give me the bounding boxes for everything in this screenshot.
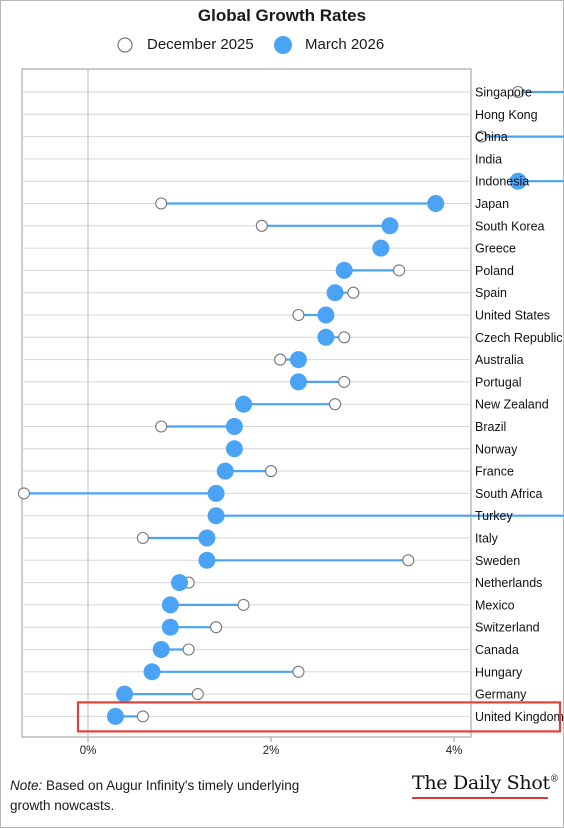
point-december-2025-australia [274, 353, 287, 366]
point-december-2025-united-states [292, 308, 305, 322]
point-march-2026-united-states [317, 306, 335, 324]
chart-title: Global Growth Rates [197, 6, 367, 25]
category-label-portugal: Portugal [475, 375, 522, 389]
category-label-greece: Greece [475, 242, 516, 256]
category-label-china: China [475, 130, 508, 144]
point-december-2025-germany [191, 688, 204, 701]
point-december-2025-south-africa [17, 487, 31, 500]
category-label-poland: Poland [475, 264, 514, 278]
point-march-2026-spain [326, 284, 344, 302]
x-tick-label-4: 4% [446, 745, 463, 757]
point-december-2025-poland [393, 264, 406, 277]
category-label-new-zealand: New Zealand [475, 398, 549, 412]
point-march-2026-canada [152, 641, 170, 658]
category-label-czech-republic: Czech Republic [475, 331, 563, 345]
brand-underline [412, 797, 548, 799]
point-march-2026-czech-republic [317, 328, 335, 346]
point-march-2026-portugal [289, 373, 307, 391]
category-label-united-states: United States [475, 309, 550, 323]
category-label-singapore: Singapore [475, 86, 532, 100]
point-december-2025-united-kingdom [136, 710, 149, 723]
point-march-2026-south-africa [207, 484, 225, 502]
point-december-2025-new-zealand [328, 398, 342, 411]
point-march-2026-hungary [143, 663, 161, 681]
point-march-2026-australia [289, 351, 307, 369]
point-march-2026-france [216, 462, 234, 480]
footnote-label: Note: [10, 778, 43, 793]
category-label-canada: Canada [475, 643, 519, 657]
footnote-text: Based on Augur Infinity's timely underly… [10, 778, 300, 813]
point-december-2025-mexico [237, 598, 250, 611]
brand-name: The Daily Shot [412, 772, 550, 794]
brand-mark: ® [549, 774, 559, 785]
category-label-turkey: Turkey [475, 509, 513, 523]
point-march-2026-greece [372, 239, 390, 257]
point-march-2026-japan [427, 195, 445, 212]
category-label-south-africa: South Africa [475, 487, 542, 501]
legend-marker-march-2026 [274, 36, 292, 54]
category-label-hong-kong: Hong Kong [475, 108, 538, 122]
x-tick-label-2: 2% [263, 745, 280, 757]
point-march-2026-new-zealand [235, 395, 253, 413]
category-label-switzerland: Switzerland [475, 621, 540, 635]
point-december-2025-czech-republic [338, 331, 351, 344]
legend-label-march-2026: March 2026 [305, 36, 385, 53]
category-label-france: France [475, 465, 514, 479]
category-label-netherlands: Netherlands [475, 576, 542, 590]
point-december-2025-france [264, 465, 278, 478]
point-december-2025-sweden [402, 554, 415, 567]
x-tick-label-0: 0% [80, 745, 97, 757]
category-label-sweden: Sweden [475, 554, 520, 568]
point-march-2026-south-korea [381, 217, 399, 235]
point-december-2025-brazil [155, 420, 168, 433]
plot-area [21, 68, 472, 738]
category-label-india: India [475, 152, 502, 166]
point-march-2026-norway [225, 440, 243, 458]
category-label-united-kingdom: United Kingdom [475, 710, 564, 724]
point-march-2026-switzerland [161, 618, 179, 636]
point-december-2025-spain [347, 286, 360, 299]
category-label-germany: Germany [475, 688, 527, 702]
brand-logo: The Daily Shot® [412, 772, 559, 794]
category-label-italy: Italy [475, 532, 499, 546]
point-march-2026-turkey [207, 507, 225, 525]
point-march-2026-mexico [161, 596, 179, 614]
category-label-mexico: Mexico [475, 598, 515, 612]
point-march-2026-sweden [198, 551, 216, 569]
point-march-2026-netherlands [171, 574, 188, 592]
point-march-2026-brazil [225, 418, 243, 435]
point-march-2026-italy [198, 529, 216, 547]
legend-label-december-2025: December 2025 [147, 36, 254, 53]
point-december-2025-italy [136, 531, 149, 545]
point-december-2025-japan [155, 197, 168, 210]
point-march-2026-indonesia [509, 172, 527, 190]
point-march-2026-germany [116, 685, 134, 703]
category-label-norway: Norway [475, 442, 518, 456]
point-december-2025-hungary [292, 665, 305, 678]
point-december-2025-portugal [338, 375, 351, 388]
point-december-2025-south-korea [255, 219, 268, 232]
point-december-2025-switzerland [210, 621, 223, 634]
category-label-spain: Spain [475, 286, 507, 300]
highlight-box-united-kingdom [76, 701, 562, 733]
legend-marker-december-2025 [117, 37, 133, 53]
category-label-south-korea: South Korea [475, 219, 545, 233]
point-december-2025-china [475, 130, 488, 143]
category-label-australia: Australia [475, 353, 524, 367]
category-label-brazil: Brazil [475, 420, 506, 434]
category-label-indonesia: Indonesia [475, 175, 529, 189]
footnote: Note: Based on Augur Infinity's timely u… [10, 776, 340, 816]
point-march-2026-poland [335, 261, 353, 279]
category-label-hungary: Hungary [475, 665, 523, 679]
point-december-2025-canada [182, 643, 195, 656]
category-label-japan: Japan [475, 197, 509, 211]
point-march-2026-united-kingdom [106, 707, 124, 725]
point-december-2025-singapore [511, 85, 525, 99]
